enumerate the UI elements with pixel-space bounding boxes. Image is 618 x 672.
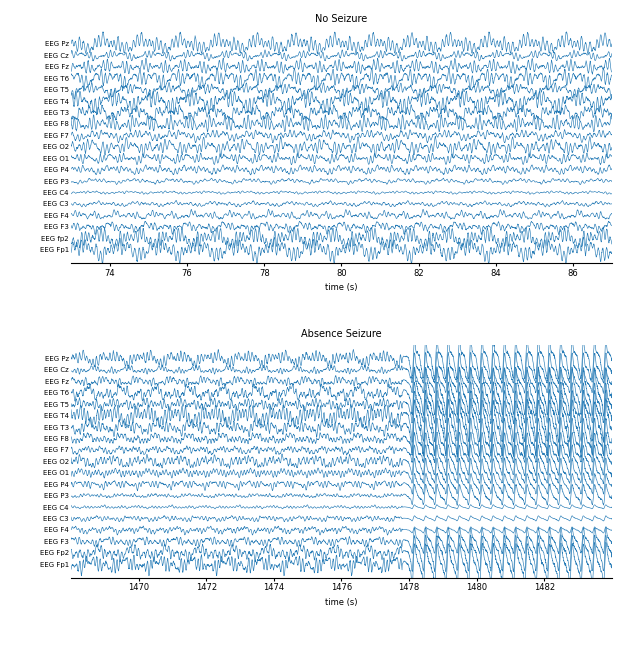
X-axis label: time (s): time (s) bbox=[325, 284, 358, 292]
X-axis label: time (s): time (s) bbox=[325, 598, 358, 607]
Title: Absence Seizure: Absence Seizure bbox=[301, 329, 382, 339]
Title: No Seizure: No Seizure bbox=[315, 14, 368, 24]
